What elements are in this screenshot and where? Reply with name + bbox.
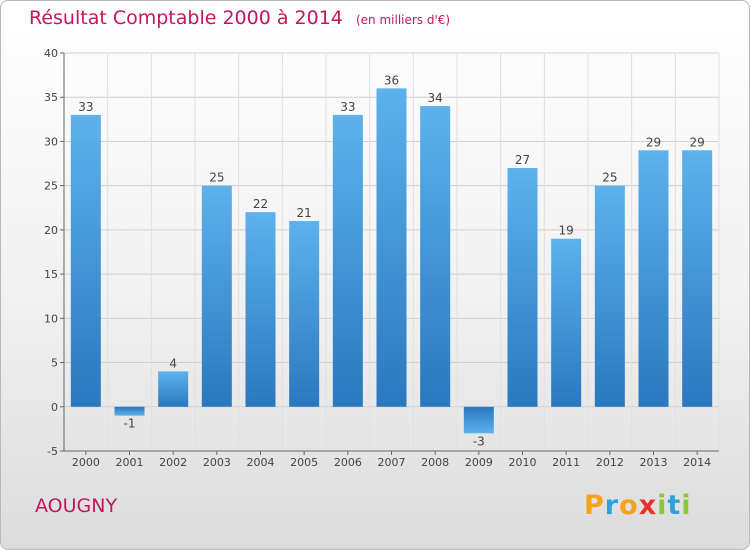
x-tick-label-2003: 2003	[203, 456, 231, 469]
data-label-2007: 36	[384, 73, 399, 87]
x-tick-label-2010: 2010	[509, 456, 537, 469]
x-tick-label-2005: 2005	[290, 456, 318, 469]
x-tick-label-2000: 2000	[72, 456, 100, 469]
data-label-2006: 33	[340, 100, 355, 114]
x-tick-label-2012: 2012	[596, 456, 624, 469]
data-label-2012: 25	[602, 171, 617, 185]
y-tick-label: -5	[47, 445, 58, 458]
data-label-2000: 33	[78, 100, 93, 114]
data-label-2014: 29	[690, 135, 705, 149]
logo-letter: x	[638, 490, 658, 521]
bar-2003	[201, 185, 232, 407]
bar-2010	[507, 167, 538, 407]
x-tick-label-2006: 2006	[334, 456, 362, 469]
bar-2008	[420, 106, 451, 407]
y-tick-label: 25	[44, 180, 58, 193]
logo-letter: i	[681, 490, 692, 521]
x-tick-label-2004: 2004	[247, 456, 275, 469]
data-label-2002: 4	[169, 356, 177, 370]
y-tick-label: 15	[44, 268, 58, 281]
data-label-2004: 22	[253, 197, 268, 211]
x-tick-label-2007: 2007	[378, 456, 406, 469]
bar-2012	[594, 185, 625, 407]
bar-2014	[682, 150, 713, 407]
logo-letter: P	[584, 490, 605, 521]
bar-2007	[376, 88, 407, 407]
data-label-2010: 27	[515, 153, 530, 167]
commune-name: AOUGNY	[35, 495, 118, 517]
logo-letter: o	[619, 490, 639, 521]
bar-2013	[638, 150, 669, 407]
bar-2011	[551, 238, 582, 407]
data-label-2011: 19	[559, 224, 574, 238]
y-tick-label: 30	[44, 135, 58, 148]
data-label-2005: 21	[297, 206, 312, 220]
x-tick-label-2011: 2011	[552, 456, 580, 469]
x-tick-label-2014: 2014	[683, 456, 711, 469]
y-tick-label: 40	[44, 47, 58, 60]
y-tick-label: 10	[44, 312, 58, 325]
data-label-2008: 34	[428, 91, 443, 105]
bar-2009	[463, 406, 494, 434]
chart-unit-text: (en milliers d'€)	[355, 13, 451, 27]
bar-2004	[245, 212, 276, 407]
chart-title-text: Résultat Comptable 2000 à 2014	[29, 7, 343, 29]
bar-2002	[158, 371, 189, 407]
y-tick-label: 20	[44, 224, 58, 237]
x-tick-label-2001: 2001	[116, 456, 144, 469]
proxiti-logo: Proxiti	[584, 490, 692, 521]
logo-letter: t	[667, 490, 682, 521]
x-tick-label-2013: 2013	[640, 456, 668, 469]
logo-letter: r	[604, 490, 620, 521]
bar-2000	[70, 114, 101, 407]
x-tick-label-2002: 2002	[159, 456, 187, 469]
data-label-2013: 29	[646, 135, 661, 149]
bar-2006	[332, 114, 363, 407]
data-label-2001: -1	[124, 417, 136, 431]
x-tick-label-2009: 2009	[465, 456, 493, 469]
chart-title: Résultat Comptable 2000 à 2014 (en milli…	[29, 7, 450, 29]
logo-letter: i	[657, 490, 668, 521]
data-label-2003: 25	[209, 171, 224, 185]
y-tick-label: 35	[44, 91, 58, 104]
data-label-2009: -3	[473, 434, 485, 448]
y-tick-label: 0	[51, 401, 58, 414]
y-tick-label: 5	[51, 357, 58, 370]
bar-2001	[114, 406, 145, 416]
bar-2005	[289, 221, 320, 407]
x-tick-label-2008: 2008	[421, 456, 449, 469]
